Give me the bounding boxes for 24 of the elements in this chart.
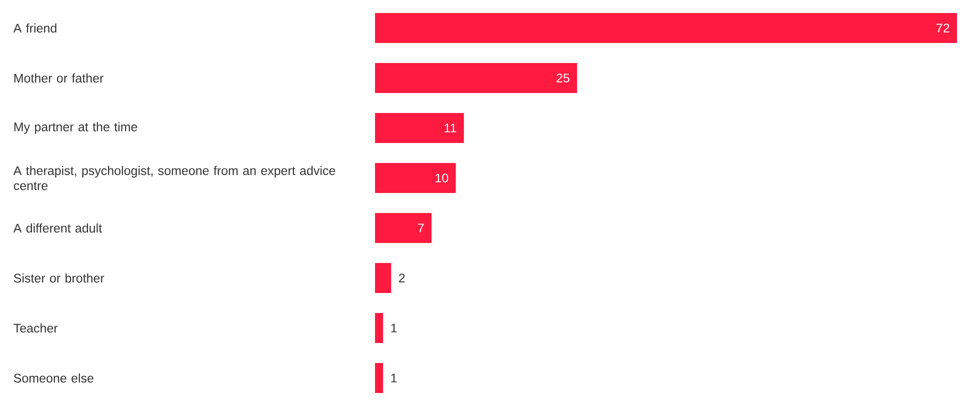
bar [375, 213, 432, 244]
data-label: 2 [398, 274, 405, 282]
y-tick-label: My partner at the time [14, 122, 138, 134]
bar [375, 113, 464, 144]
data-label: 1 [391, 374, 397, 382]
y-tick-label: A different adult [13, 223, 102, 233]
bar [375, 263, 392, 294]
bar [375, 363, 384, 394]
bar [375, 63, 578, 94]
bar [375, 163, 456, 194]
y-tick-label: Someone else [14, 373, 94, 383]
bar [375, 13, 957, 44]
y-tick-label: Teacher [14, 323, 58, 333]
data-label: 11 [444, 124, 456, 132]
y-tick-label: A therapist, psychologist, someone from an expert advice centre [13, 166, 336, 190]
data-label: 72 [936, 24, 950, 32]
data-label: 25 [556, 74, 570, 82]
data-label: 1 [391, 324, 397, 332]
y-tick-label: A friend [13, 23, 56, 33]
data-label: 10 [436, 174, 448, 182]
bar [375, 313, 384, 344]
y-tick-label: Mother or father [14, 73, 104, 83]
data-label: 7 [418, 224, 424, 232]
y-tick-label: Sister or brother [14, 273, 104, 283]
